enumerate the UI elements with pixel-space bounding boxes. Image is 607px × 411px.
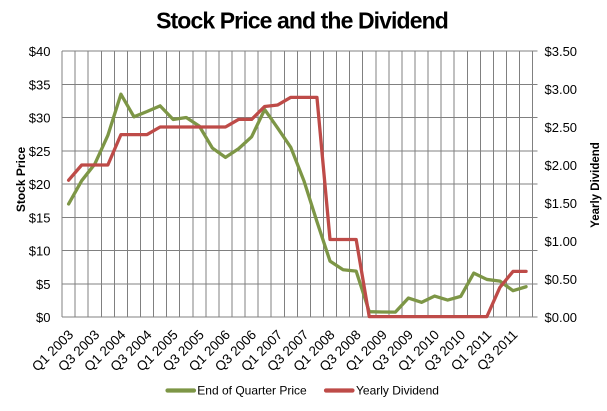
svg-text:$5: $5 (36, 277, 50, 292)
svg-text:$20: $20 (29, 177, 51, 192)
svg-text:$0: $0 (36, 310, 50, 325)
svg-text:$0.50: $0.50 (545, 272, 578, 287)
svg-text:$10: $10 (29, 244, 51, 259)
svg-text:Yearly Dividend: Yearly Dividend (356, 384, 439, 398)
svg-text:$1.00: $1.00 (545, 234, 578, 249)
svg-text:Yearly Dividend: Yearly Dividend (590, 142, 602, 228)
svg-text:$35: $35 (29, 77, 51, 92)
svg-text:Stock Price: Stock Price (14, 146, 28, 212)
svg-text:$2.50: $2.50 (545, 120, 578, 135)
svg-text:$30: $30 (29, 111, 51, 126)
svg-text:$3.50: $3.50 (545, 44, 578, 59)
svg-text:Stock Price and the Dividend: Stock Price and the Dividend (156, 8, 448, 34)
svg-text:$15: $15 (29, 210, 51, 225)
svg-text:$25: $25 (29, 144, 51, 159)
svg-text:$2.00: $2.00 (545, 158, 578, 173)
svg-text:$3.00: $3.00 (545, 82, 578, 97)
svg-text:$1.50: $1.50 (545, 196, 578, 211)
svg-text:$0.00: $0.00 (545, 310, 578, 325)
svg-text:$40: $40 (29, 44, 51, 59)
svg-text:End of Quarter Price: End of Quarter Price (197, 384, 307, 398)
